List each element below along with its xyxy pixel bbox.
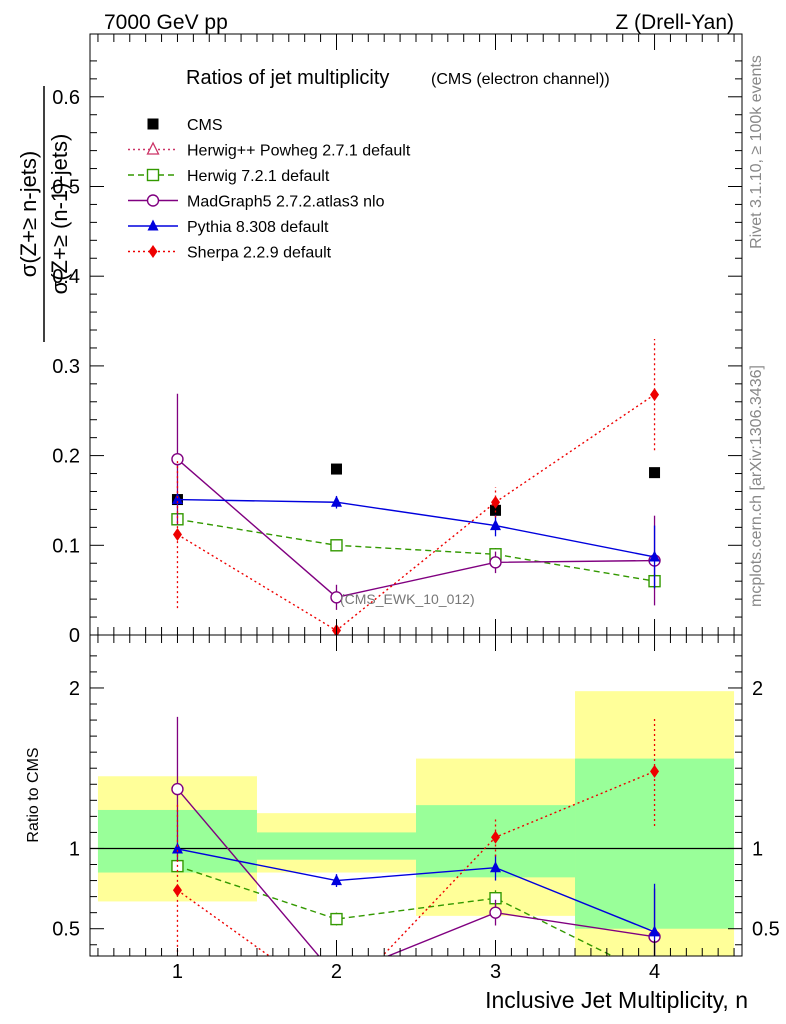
legend-marker-herwig-powheg-2-7-1-default <box>146 141 160 155</box>
ratio-point-sherpa-2-2-9-default <box>172 883 182 897</box>
main-point-herwig-7-2-1-default <box>330 539 343 552</box>
x-tick-label: 4 <box>649 961 660 983</box>
main-point-pythia-8-308-default <box>171 493 183 505</box>
main-line-pythia-8-308-default <box>177 498 655 558</box>
ratio-y-tick-label-left: 1 <box>69 838 80 860</box>
main-point-sherpa-2-2-9-default <box>491 495 501 509</box>
legend: CMS Herwig++ Powheg 2.7.1 default Herwig 7… <box>128 117 411 262</box>
ratio-y-tick-label-right: 0.5 <box>752 919 780 941</box>
mcplots-label: mcplots.cern.ch [arXiv:1306.3436] <box>748 365 765 607</box>
legend-marker-cms <box>147 118 159 130</box>
main-point-madgraph5-2-7-2-atlas3-nlo <box>489 556 502 569</box>
main-line-madgraph5-2-7-2-atlas3-nlo <box>177 458 655 599</box>
x-tick-label: 3 <box>490 961 501 983</box>
main-y-tick-label: 0.2 <box>52 446 80 468</box>
axis-ticks <box>90 34 742 956</box>
main-point-cms <box>330 463 342 475</box>
axis-tick-labels: 0 0.1 0.2 0.3 0.4 0.5 0.6 0.5 0.5 1 1 2 2 1 2 3 4 <box>52 87 780 983</box>
main-line-herwig-7-2-1-default <box>177 518 655 582</box>
main-point-pythia-8-308-default <box>490 519 502 531</box>
x-axis-label: Inclusive Jet Multiplicity, n <box>485 987 748 1013</box>
legend-marker-madgraph5-2-7-2-atlas3-nlo <box>146 194 160 207</box>
ratio-line-sherpa-2-2-9-default <box>177 770 655 956</box>
ratio-point-sherpa-2-2-9-default <box>650 764 660 778</box>
ratio-point-pythia-8-308-default <box>490 861 502 873</box>
main-y-tick-label: 0 <box>69 625 80 647</box>
header-left-label: 7000 GeV pp <box>104 11 228 34</box>
main-point-pythia-8-308-default <box>330 495 342 507</box>
ratio-y-tick-label-right: 2 <box>752 678 763 700</box>
ratio-point-herwig-7-2-1-default <box>330 912 343 926</box>
legend-marker-herwig-7-2-1-default <box>146 168 160 182</box>
legend-marker-sherpa-2-2-9-default <box>148 245 158 258</box>
ratio-y-axis-label: Ratio to CMS <box>25 747 42 842</box>
legend-label-sherpa-2-2-9-default: Sherpa 2.2.9 default <box>187 245 332 262</box>
ratio-y-tick-label-left: 2 <box>69 678 80 700</box>
legend-label-pythia-8-308-default: Pythia 8.308 default <box>187 219 329 236</box>
ratio-point-pythia-8-308-default <box>330 874 342 886</box>
main-y-axis-label: σ(Z+≥ n-jets) σ(Z+≥ (n-1)-jets) <box>16 86 72 342</box>
legend-marker-pythia-8-308-default <box>147 219 159 231</box>
ratio-point-sherpa-2-2-9-default <box>491 830 501 844</box>
main-point-madgraph5-2-7-2-atlas3-nlo <box>330 591 343 604</box>
main-point-cms <box>649 467 661 479</box>
chart-annotation: (CMS_EWK_10_012) <box>340 591 475 607</box>
main-y-tick-label: 0.1 <box>52 535 80 557</box>
main-y-tick-label: 0.3 <box>52 356 80 378</box>
ratio-line-pythia-8-308-default <box>177 848 655 933</box>
ratio-point-pythia-8-308-default <box>649 925 661 937</box>
rivet-version-label: Rivet 3.1.10, ≥ 100k events <box>748 55 765 249</box>
header-right-label: Z (Drell-Yan) <box>615 11 734 34</box>
ratio-point-madgraph5-2-7-2-atlas3-nlo <box>171 782 184 796</box>
main-point-pythia-8-308-default <box>649 550 661 562</box>
legend-label-cms: CMS <box>187 117 223 134</box>
ratio-band-green <box>256 832 416 860</box>
ratio-y-tick-label-right: 1 <box>752 838 763 860</box>
ratio-panel-data <box>90 716 742 1011</box>
main-y-tick-label: 0.5 <box>52 176 80 198</box>
ratio-y-tick-label-left: 0.5 <box>52 919 80 941</box>
legend-label-herwig-powheg-2-7-1-default: Herwig++ Powheg 2.7.1 default <box>187 143 411 160</box>
main-y-tick-label: 0.6 <box>52 87 80 109</box>
ratio-point-sherpa-2-2-9-default <box>332 998 341 1011</box>
ratio-point-madgraph5-2-7-2-atlas3-nlo <box>489 906 502 919</box>
x-tick-label: 1 <box>172 961 183 983</box>
main-point-madgraph5-2-7-2-atlas3-nlo <box>171 452 184 466</box>
main-point-cms <box>490 504 502 516</box>
ratio-point-pythia-8-308-default <box>171 842 183 854</box>
x-tick-label: 2 <box>331 961 342 983</box>
chart-title: Ratios of jet multiplicity <box>186 67 389 89</box>
chart-subtitle: (CMS (electron channel)) <box>431 71 610 88</box>
legend-label-herwig-7-2-1-default: Herwig 7.2.1 default <box>187 168 330 185</box>
legend-label-madgraph5-2-7-2-atlas3-nlo: MadGraph5 2.7.2.atlas3 nlo <box>187 194 385 211</box>
main-point-sherpa-2-2-9-default <box>172 528 182 542</box>
ratio-line-herwig-7-2-1-default <box>177 865 614 956</box>
ratio-uncertainty-bands <box>97 691 735 956</box>
main-y-tick-label: 0.4 <box>52 266 80 288</box>
y-label-numerator: σ(Z+≥ n-jets) <box>16 151 41 278</box>
main-point-sherpa-2-2-9-default <box>650 388 660 402</box>
y-label-denominator: σ(Z+≥ (n-1)-jets) <box>47 134 72 295</box>
main-panel-data <box>171 338 661 635</box>
main-line-sherpa-2-2-9-default <box>177 394 655 632</box>
ratio-line-madgraph5-2-7-2-atlas3-nlo <box>176 788 655 956</box>
